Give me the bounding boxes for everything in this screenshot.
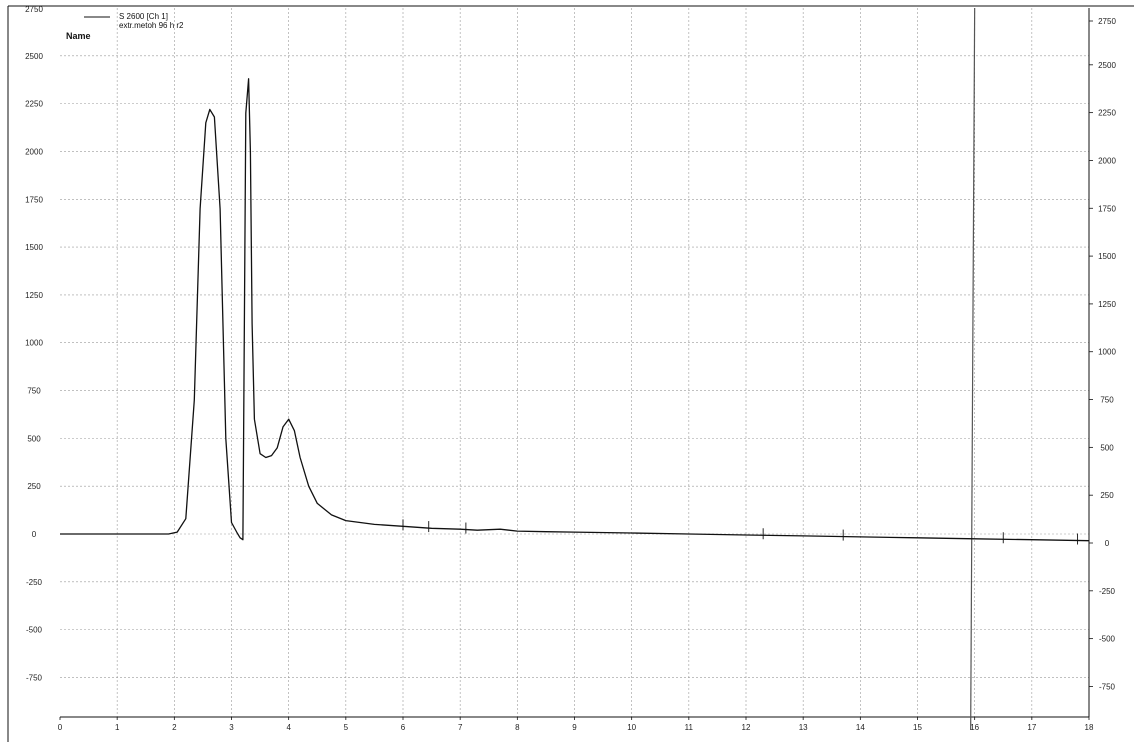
y-tick-label-right: 1250 (1098, 300, 1116, 309)
x-tick-label: 14 (856, 723, 865, 732)
x-tick-label: 3 (229, 723, 234, 732)
x-tick-label: 18 (1085, 723, 1094, 732)
y-tick-label-right: 750 (1100, 396, 1114, 405)
x-tick-label: 13 (799, 723, 808, 732)
legend-title: Name (66, 31, 91, 41)
series-layer (60, 78, 1090, 542)
x-tick-label: 6 (401, 723, 406, 732)
y-tick-label-left: 0 (32, 530, 37, 539)
legend-entry-1: S 2600 [Ch 1] (119, 12, 168, 21)
y-tick-label-left: -250 (26, 578, 43, 587)
y-tick-label-left: 2250 (25, 100, 43, 109)
y-tick-label-right: 1000 (1098, 348, 1116, 357)
x-tick-label: 1 (115, 723, 120, 732)
y-tick-label-left: 2000 (25, 147, 43, 156)
x-tick-label: 0 (58, 723, 63, 732)
y-tick-label-right: -250 (1099, 587, 1116, 596)
y-tick-label-right: 500 (1100, 443, 1114, 452)
y-tick-label-right: 2500 (1098, 61, 1116, 70)
x-tick-label: 16 (970, 723, 979, 732)
y-tick-label-left: 1250 (25, 291, 43, 300)
y-tick-label-left: -750 (26, 673, 43, 682)
y-tick-label-right: -500 (1099, 635, 1116, 644)
y-tick-label-left: 1500 (25, 243, 43, 252)
y-tick-label-left: 500 (27, 434, 41, 443)
x-tick-label: 4 (286, 723, 291, 732)
tick-labels: 0 1 2 3 4 5 6 7 8 9 10 11 12 13 14 15 16 17 18275025002250… (25, 5, 1116, 732)
vertical-marker-line (970, 7, 976, 731)
y-tick-label-right: 2250 (1098, 109, 1116, 118)
x-tick-label: 9 (572, 723, 577, 732)
x-tick-label: 12 (742, 723, 751, 732)
legend: S 2600 [Ch 1] extr.metoh 96 h r2 Name (66, 12, 184, 41)
legend-entry-2: extr.metoh 96 h r2 (119, 21, 184, 30)
x-tick-label: 15 (913, 723, 922, 732)
chart-axes (7, 5, 1134, 742)
x-tick-label: 8 (515, 723, 520, 732)
y-tick-label-right: 2750 (1098, 17, 1116, 26)
y-tick-label-right: 1750 (1098, 204, 1116, 213)
x-tick-label: 7 (458, 723, 463, 732)
x-tick-label: 11 (685, 723, 694, 732)
y-tick-label-right: 0 (1105, 539, 1110, 548)
y-tick-label-left: 2750 (25, 5, 43, 14)
y-tick-label-left: -500 (26, 626, 43, 635)
x-tick-label: 2 (172, 723, 177, 732)
y-tick-label-left: 1750 (25, 195, 43, 204)
series-line-1 (60, 78, 1090, 542)
y-tick-label-left: 250 (27, 482, 41, 491)
peak-markers (402, 519, 1079, 545)
y-tick-label-right: 2000 (1098, 156, 1116, 165)
x-tick-label: 10 (627, 723, 636, 732)
x-tick-label: 17 (1027, 723, 1036, 732)
y-tick-label-left: 1000 (25, 339, 43, 348)
y-tick-label-right: 1500 (1098, 252, 1116, 261)
y-tick-label-left: 750 (27, 387, 41, 396)
y-tick-label-right: 250 (1100, 491, 1114, 500)
x-tick-label: 5 (344, 723, 349, 732)
chart-grid (60, 8, 1089, 717)
y-tick-label-right: -750 (1099, 682, 1116, 691)
y-tick-label-left: 2500 (25, 52, 43, 61)
